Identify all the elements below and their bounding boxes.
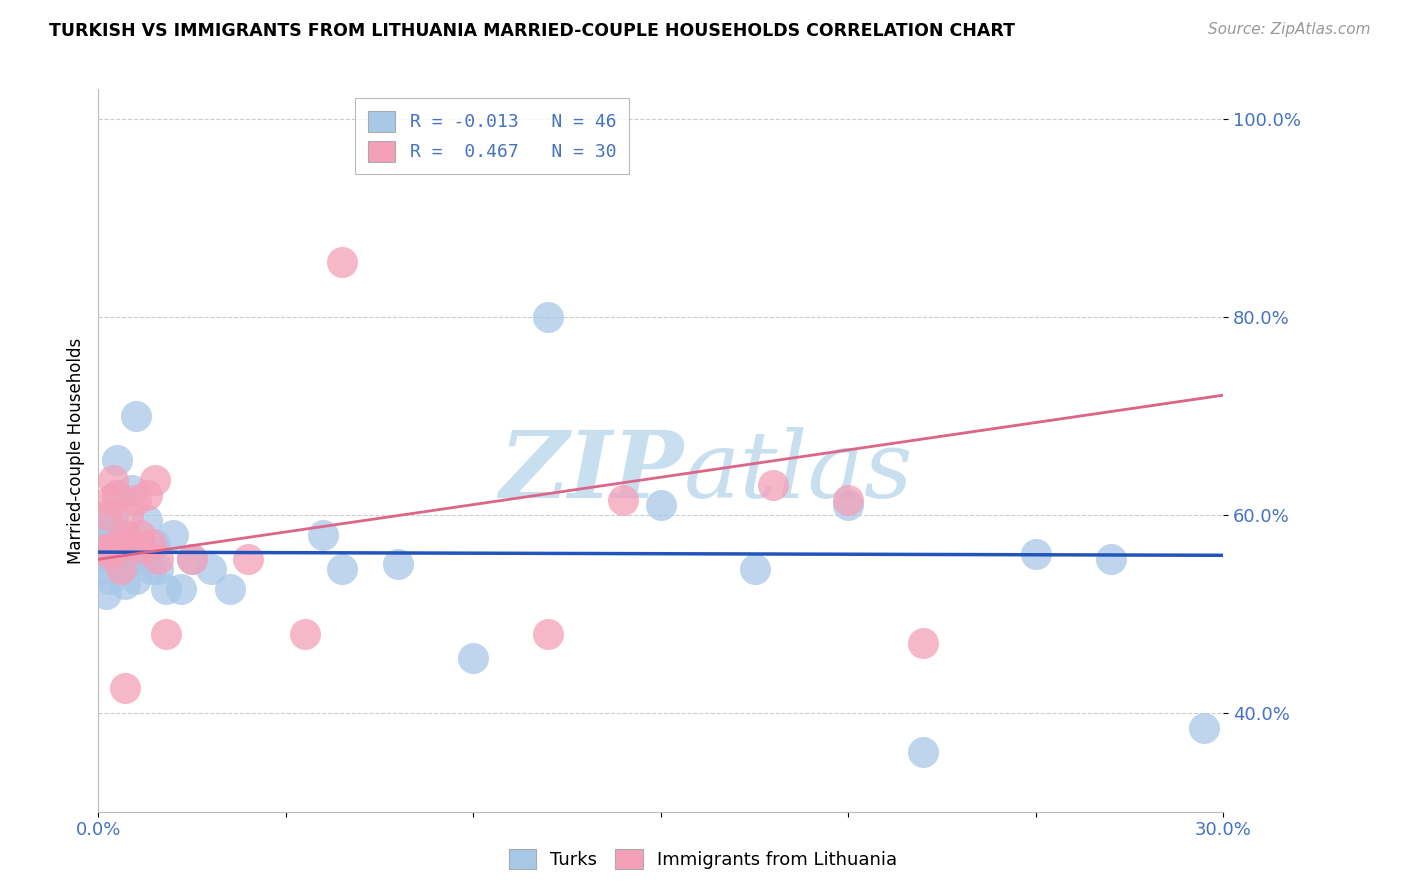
Point	[121, 537, 143, 551]
Text: ZIP: ZIP	[499, 427, 683, 517]
Point	[612, 492, 634, 507]
Point	[125, 572, 148, 586]
Point	[110, 562, 132, 576]
Point	[103, 542, 125, 557]
Point	[139, 537, 162, 551]
Point	[181, 552, 204, 566]
Point	[218, 582, 240, 596]
Y-axis label: Married-couple Households: Married-couple Households	[66, 337, 84, 564]
Point	[114, 577, 136, 591]
Point	[121, 483, 143, 497]
Point	[238, 552, 260, 566]
Point	[1025, 548, 1047, 562]
Point	[103, 552, 125, 566]
Point	[330, 562, 353, 576]
Legend: Turks, Immigrants from Lithuania: Turks, Immigrants from Lithuania	[501, 839, 905, 879]
Point	[114, 527, 136, 541]
Point	[114, 681, 136, 695]
Point	[148, 552, 170, 566]
Point	[132, 542, 155, 557]
Point	[762, 478, 785, 492]
Point	[103, 473, 125, 487]
Point	[94, 527, 117, 541]
Point	[105, 537, 128, 551]
Point	[98, 542, 121, 557]
Point	[143, 537, 166, 551]
Point	[128, 548, 150, 562]
Point	[128, 527, 150, 541]
Point	[312, 527, 335, 541]
Point	[105, 542, 128, 557]
Text: TURKISH VS IMMIGRANTS FROM LITHUANIA MARRIED-COUPLE HOUSEHOLDS CORRELATION CHART: TURKISH VS IMMIGRANTS FROM LITHUANIA MAR…	[49, 22, 1015, 40]
Point	[103, 508, 125, 522]
Point	[912, 745, 935, 759]
Point	[330, 255, 353, 269]
Text: Source: ZipAtlas.com: Source: ZipAtlas.com	[1208, 22, 1371, 37]
Point	[136, 513, 159, 527]
Point	[125, 492, 148, 507]
Point	[91, 542, 114, 557]
Point	[155, 626, 177, 640]
Point	[155, 582, 177, 596]
Point	[132, 552, 155, 566]
Point	[744, 562, 766, 576]
Point	[387, 558, 409, 572]
Point	[1099, 552, 1122, 566]
Point	[98, 492, 121, 507]
Point	[162, 527, 184, 541]
Point	[148, 562, 170, 576]
Point	[94, 552, 117, 566]
Point	[294, 626, 316, 640]
Point	[136, 488, 159, 502]
Point	[912, 636, 935, 650]
Point	[105, 453, 128, 467]
Legend: R = -0.013   N = 46, R =  0.467   N = 30: R = -0.013 N = 46, R = 0.467 N = 30	[356, 98, 628, 174]
Point	[98, 572, 121, 586]
Point	[139, 562, 162, 576]
Point	[537, 626, 560, 640]
Point	[170, 582, 193, 596]
Point	[200, 562, 222, 576]
Point	[94, 587, 117, 601]
Point	[837, 498, 859, 512]
Point	[117, 542, 139, 557]
Point	[98, 548, 121, 562]
Point	[94, 508, 117, 522]
Point	[463, 651, 485, 665]
Point	[143, 473, 166, 487]
Point	[98, 517, 121, 532]
Text: atlas: atlas	[683, 427, 912, 517]
Point	[1194, 721, 1216, 735]
Point	[110, 558, 132, 572]
Point	[110, 527, 132, 541]
Point	[91, 562, 114, 576]
Point	[837, 492, 859, 507]
Point	[117, 508, 139, 522]
Point	[125, 409, 148, 423]
Point	[181, 552, 204, 566]
Point	[537, 310, 560, 324]
Point	[105, 488, 128, 502]
Point	[103, 533, 125, 547]
Point	[91, 542, 114, 557]
Point	[105, 488, 128, 502]
Point	[650, 498, 672, 512]
Point	[114, 558, 136, 572]
